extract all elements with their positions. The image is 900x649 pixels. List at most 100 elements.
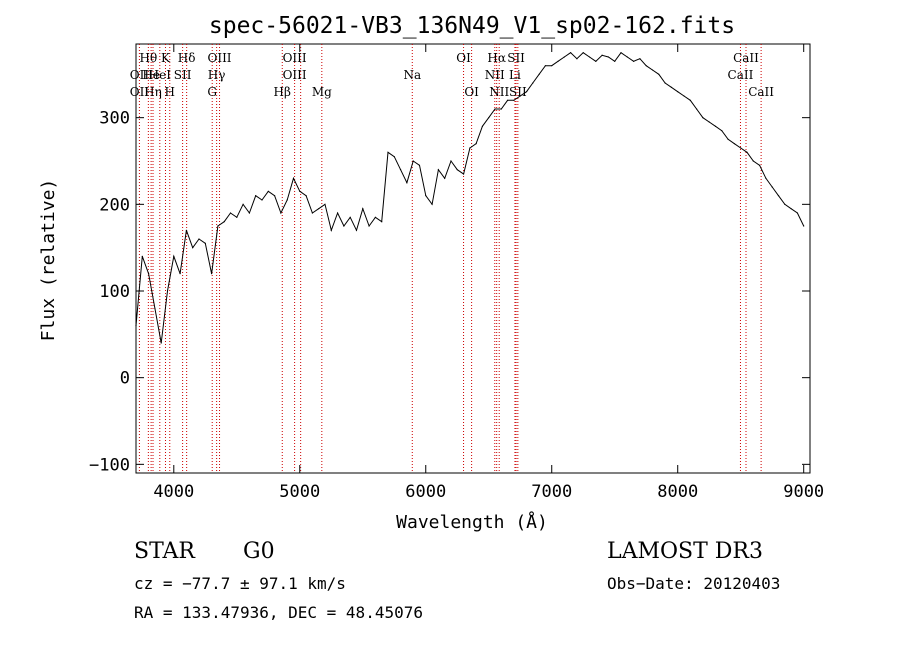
line-label: OII — [130, 85, 150, 99]
line-label: Mg — [312, 85, 332, 99]
data-point — [658, 73, 660, 75]
data-point — [368, 225, 370, 227]
data-point — [714, 125, 717, 127]
data-point — [784, 203, 786, 205]
data-point — [166, 290, 169, 292]
chart-title: spec-56021-VB3_136N49_V1_sp02-162.fits — [209, 13, 735, 39]
data-point — [374, 216, 376, 218]
data-point — [683, 95, 685, 97]
data-point — [261, 199, 263, 201]
data-point — [425, 195, 427, 197]
line-label: Hα — [487, 51, 506, 65]
data-point — [588, 56, 591, 58]
y-tick-label: −100 — [89, 455, 130, 475]
data-point — [273, 195, 276, 197]
line-label: SII — [507, 51, 525, 65]
data-point — [708, 121, 710, 123]
data-point — [330, 229, 332, 231]
data-point — [544, 65, 547, 67]
data-point — [576, 58, 578, 60]
data-point — [803, 225, 805, 227]
data-point — [267, 190, 269, 192]
data-point — [393, 156, 395, 158]
line-label: NII — [489, 85, 509, 99]
line-label: CaII — [728, 68, 754, 82]
obs-date-text: Obs−Date: 20120403 — [607, 574, 781, 593]
line-label: SII — [509, 85, 527, 99]
line-label: CaII — [748, 85, 774, 99]
data-point — [765, 177, 767, 179]
data-point — [513, 99, 515, 101]
axis-ticks: 4000 5000 6000 7000 8000 9000 −100 0 100 200 300 — [89, 44, 824, 502]
data-point — [582, 52, 584, 54]
data-point — [412, 160, 414, 162]
data-point — [198, 238, 200, 240]
line-label: Li — [509, 68, 521, 82]
data-point — [746, 151, 748, 153]
data-point — [777, 195, 780, 197]
line-label: OIII — [283, 68, 307, 82]
data-point — [418, 164, 421, 166]
data-point — [431, 203, 433, 205]
data-point — [311, 212, 313, 214]
line-label: NII — [485, 68, 505, 82]
data-point — [651, 69, 654, 71]
x-tick-label: 7000 — [531, 482, 572, 502]
data-point — [229, 212, 232, 214]
line-label: Hδ — [178, 51, 196, 65]
x-tick-label: 5000 — [279, 482, 320, 502]
data-point — [192, 247, 194, 249]
line-label: Hη — [144, 85, 162, 99]
data-point — [607, 56, 610, 58]
survey-name: LAMOST DR3 — [607, 539, 763, 564]
data-point — [362, 208, 364, 210]
line-label: Hθ — [139, 51, 157, 65]
data-point — [223, 221, 225, 223]
data-point — [299, 190, 301, 192]
plot-frame — [135, 43, 811, 474]
data-point — [702, 117, 704, 119]
line-label: OIII — [283, 51, 307, 65]
data-point — [236, 216, 238, 218]
data-point — [721, 130, 723, 132]
data-point — [727, 138, 729, 140]
line-label: OII — [130, 68, 150, 82]
data-point — [645, 65, 647, 67]
data-point — [469, 147, 471, 149]
data-point — [481, 125, 484, 127]
data-point — [557, 60, 559, 62]
data-point — [626, 56, 628, 58]
y-tick-label: 100 — [99, 282, 130, 302]
data-point — [141, 255, 143, 257]
data-point — [437, 169, 439, 171]
line-label: HeI — [149, 68, 172, 82]
data-point — [399, 169, 402, 171]
data-point — [790, 208, 792, 210]
data-point — [664, 82, 666, 84]
data-point — [292, 177, 295, 179]
line-label: Hγ — [208, 68, 226, 82]
data-point — [147, 273, 150, 275]
data-point — [639, 58, 641, 60]
data-point — [677, 91, 679, 93]
x-axis-label: Wavelength (Å) — [396, 511, 548, 533]
data-point — [444, 177, 446, 179]
data-point — [633, 60, 635, 62]
data-point — [796, 212, 799, 214]
data-point — [752, 160, 754, 162]
data-point — [614, 60, 616, 62]
data-point — [255, 195, 257, 197]
data-point — [740, 147, 742, 149]
data-point — [242, 203, 244, 205]
data-point — [551, 65, 553, 67]
flux-series — [135, 52, 805, 344]
data-point — [456, 169, 458, 171]
data-point — [336, 212, 339, 214]
y-tick-label: 300 — [99, 109, 130, 129]
data-point — [343, 225, 345, 227]
data-point — [462, 173, 465, 175]
data-point — [475, 143, 477, 145]
object-class: STAR — [134, 539, 195, 564]
